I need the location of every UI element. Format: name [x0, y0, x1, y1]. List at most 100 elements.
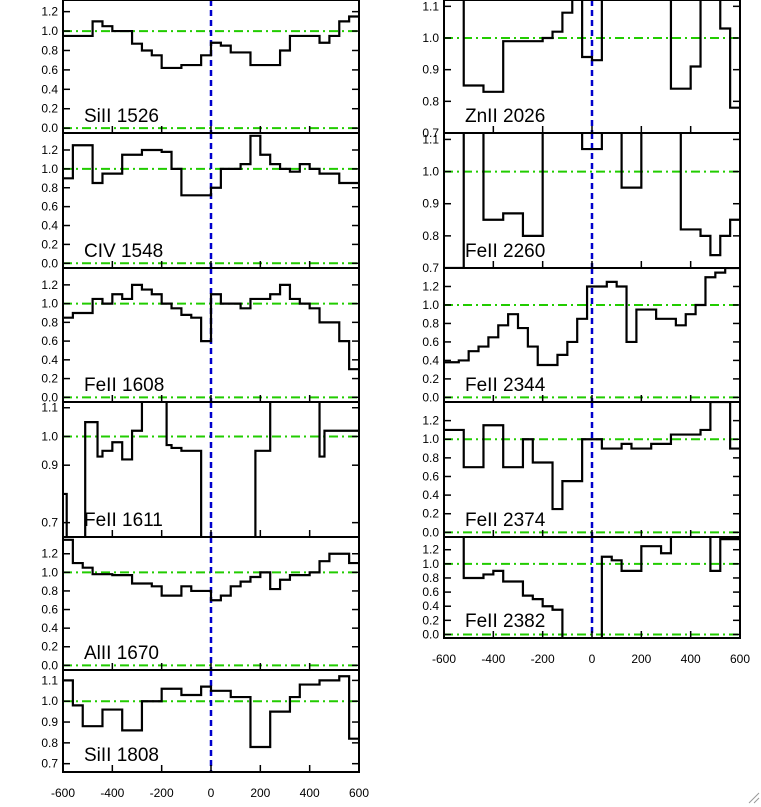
- panel-7-ytick-label-2: 0.8: [422, 94, 439, 108]
- panel-1-ytick-label-6: 1.0: [41, 24, 58, 38]
- panel-9-ytick-label-4: 0.6: [422, 335, 439, 349]
- panel-5-ytick-label-7: 1.2: [41, 547, 58, 561]
- right-xtick-label-7: 600: [730, 652, 750, 666]
- panel-2: 0.0 0.2 0.4 0.6 0.8 1.0 1.2 CIV 1548: [41, 132, 360, 270]
- panel-10-ytick-label-6: 1.0: [422, 432, 439, 446]
- panel-11-ion-label: FeII 2382: [465, 611, 545, 632]
- panel-3-ytick-label-6: 1.0: [41, 297, 58, 311]
- panel-10-ytick-label-5: 0.8: [422, 451, 439, 465]
- right-xtick-label-3: -200: [531, 652, 555, 666]
- right-xtick-label-4: 0: [589, 652, 596, 666]
- panel-7-ytick-label-3: 0.9: [422, 63, 439, 77]
- panel-3-ytick-label-1: 0.0: [41, 390, 58, 404]
- panel-9-ytick-label-3: 0.4: [422, 353, 439, 367]
- panel-3-ytick-label-7: 1.2: [41, 278, 58, 292]
- panel-8-plot-area: [444, 133, 740, 268]
- panel-6-ytick-label-5: 1.1: [41, 673, 58, 687]
- panel-6-spectrum: [63, 675, 359, 749]
- panel-11-ytick-label-2: 0.2: [422, 613, 439, 627]
- panel-9-ytick-label-2: 0.2: [422, 372, 439, 386]
- panel-2-ion-label: CIV 1548: [84, 241, 163, 262]
- panel-1: 0.0 0.2 0.4 0.6 0.8 1.0 1.2 SiII 1526: [41, 0, 360, 135]
- panel-3: 0.0 0.2 0.4 0.6 0.8 1.0 1.2 FeII 1608: [41, 267, 360, 404]
- panel-2-ytick-label-1: 0.0: [41, 256, 58, 270]
- panel-9-ytick-label-7: 1.2: [422, 279, 439, 293]
- panel-10-ytick-label-3: 0.4: [422, 488, 439, 502]
- panel-7-ytick-label-5: 1.1: [422, 0, 439, 13]
- panel-7-ytick-label-4: 1.0: [422, 31, 439, 45]
- right-xtick-label-1: -600: [432, 652, 456, 666]
- panel-11-ytick-label-5: 0.8: [422, 571, 439, 585]
- panel-6-ytick-label-2: 0.8: [41, 736, 58, 750]
- panel-11-ytick-label-4: 0.6: [422, 585, 439, 599]
- panel-3-ytick-label-4: 0.6: [41, 334, 58, 348]
- panel-7: 0.7 0.8 0.9 1.0 1.1 ZnII 2026: [422, 0, 741, 140]
- panel-8-ytick-label-5: 1.1: [422, 132, 439, 146]
- panel-6-ion-label: SiII 1808: [84, 745, 159, 766]
- panel-3-spectrum: [63, 283, 359, 371]
- panel-11: 0.00.20.40.60.81.01.2 FeII 2382 -600 -400 -2…: [422, 536, 750, 666]
- panel-2-ytick-label-3: 0.4: [41, 219, 58, 233]
- panel-9-ytick-label-6: 1.0: [422, 298, 439, 312]
- panel-10-ytick-label-4: 0.6: [422, 469, 439, 483]
- panel-1-spectrum: [63, 15, 359, 70]
- panel-1-ytick-label-3: 0.4: [41, 82, 58, 96]
- panel-5-ytick-label-3: 0.4: [41, 621, 58, 635]
- right-xtick-label-6: 400: [681, 652, 701, 666]
- panel-2-ytick-label-4: 0.6: [41, 200, 58, 214]
- panel-4-ytick-label-4: 1.1: [41, 401, 58, 415]
- left-xtick-label-5: 200: [250, 786, 270, 800]
- panel-4-ytick-label-3: 1.0: [41, 429, 58, 443]
- panel-4-spectrum: [63, 402, 359, 537]
- panel-5-ytick-label-5: 0.8: [41, 584, 58, 598]
- panel-9: 0.0 0.2 0.4 0.6 0.8 1.0 1.2 FeII 2344: [422, 267, 741, 404]
- right-xtick-label-5: 200: [631, 652, 651, 666]
- panel-9-ytick-label-5: 0.8: [422, 316, 439, 330]
- panel-5-ytick-label-6: 1.0: [41, 565, 58, 579]
- panel-9-ion-label: FeII 2344: [465, 375, 546, 396]
- panel-10-ytick-label-7: 1.2: [422, 414, 439, 428]
- panel-5: 0.0 0.2 0.4 0.6 0.8 1.0 1.2 AlII 1670: [41, 536, 360, 672]
- panel-2-ytick-label-5: 0.8: [41, 181, 58, 195]
- panel-3-ion-label: FeII 1608: [84, 375, 164, 396]
- panel-6: 0.7 0.8 0.9 1.0 1.1 SiII 1808 -600 -400 -200 0 200…: [41, 669, 369, 800]
- panel-7-plot-area: [444, 0, 740, 133]
- panel-3-ytick-label-2: 0.2: [41, 372, 58, 386]
- panel-11-ytick-label-3: 0.4: [422, 599, 439, 613]
- panel-10-ytick-label-2: 0.2: [422, 507, 439, 521]
- panel-5-ion-label: AlII 1670: [84, 643, 159, 664]
- panel-8-spectrum: [444, 133, 740, 268]
- panel-1-ytick-label-4: 0.6: [41, 63, 58, 77]
- panel-5-ytick-label-2: 0.2: [41, 640, 58, 654]
- panel-1-ytick-label-1: 0.0: [41, 121, 58, 135]
- panel-6-ytick-label-3: 0.9: [41, 715, 58, 729]
- panel-10-ytick-label-1: 0.0: [422, 525, 439, 539]
- panel-10: 0.0 0.2 0.4 0.6 0.8 1.0 1.2 FeII 2374: [422, 401, 741, 539]
- panel-6-ytick-label-1: 0.7: [41, 757, 58, 771]
- panel-3-ytick-label-3: 0.4: [41, 353, 58, 367]
- panel-8-ytick-label-2: 0.8: [422, 229, 439, 243]
- panel-10-spectrum: [444, 402, 740, 511]
- panel-11-ytick-label-7: 1.2: [422, 543, 439, 557]
- panel-4: 0.7 0.9 1.0 1.1 FeII 1611: [41, 401, 360, 538]
- panel-11-ytick-label-6: 1.0: [422, 557, 439, 571]
- left-xtick-label-6: 400: [300, 786, 320, 800]
- panel-9-spectrum: [444, 268, 740, 367]
- panel-11-spectrum: [462, 537, 740, 638]
- panel-2-ytick-label-2: 0.2: [41, 237, 58, 251]
- left-xtick-label-1: -600: [51, 786, 75, 800]
- panel-8-ion-label: FeII 2260: [465, 241, 545, 262]
- resize-grip-icon[interactable]: [748, 792, 760, 804]
- panel-5-ytick-label-4: 0.6: [41, 603, 58, 617]
- panel-8-ytick-label-4: 1.0: [422, 165, 439, 179]
- panel-2-spectrum: [63, 134, 359, 197]
- panel-7-ytick-label-1: 0.7: [422, 126, 439, 140]
- panel-9-ytick-label-1: 0.0: [422, 390, 439, 404]
- panel-7-spectrum: [462, 0, 740, 109]
- panel-4-plot-area: [63, 402, 359, 537]
- panel-1-ytick-label-2: 0.2: [41, 102, 58, 116]
- left-xtick-label-3: -200: [150, 786, 174, 800]
- left-xtick-label-4: 0: [208, 786, 215, 800]
- panel-1-ytick-label-5: 0.8: [41, 43, 58, 57]
